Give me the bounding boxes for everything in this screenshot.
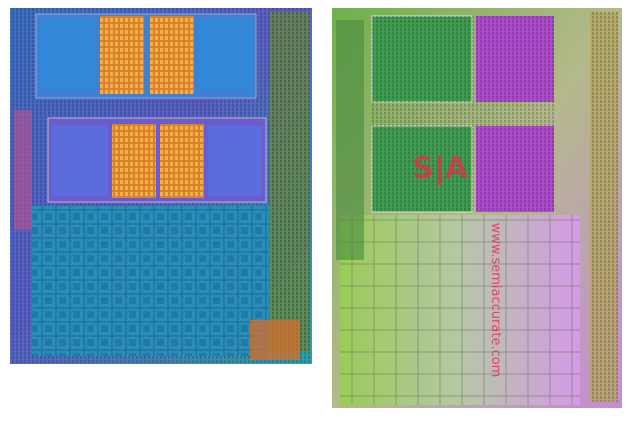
io-texture xyxy=(590,12,618,402)
core xyxy=(112,124,156,198)
phy-block xyxy=(250,320,300,360)
left-die xyxy=(10,8,312,364)
logic-block xyxy=(208,126,262,196)
pad-strip xyxy=(14,110,32,230)
logic-block xyxy=(198,20,252,90)
gpu-grid xyxy=(32,206,270,356)
io-texture xyxy=(270,12,310,352)
core-texture xyxy=(372,16,554,212)
gpu-grid xyxy=(340,215,580,405)
logo: S|A xyxy=(412,151,469,186)
core xyxy=(160,124,204,198)
core xyxy=(100,16,144,94)
logic-block xyxy=(40,20,96,90)
right-die: S|A www.semiaccurate.com xyxy=(332,8,622,408)
logic-block xyxy=(52,126,108,196)
watermark: www.semiaccurate.com xyxy=(488,223,503,378)
core xyxy=(150,16,194,94)
pad-strip xyxy=(336,20,364,260)
